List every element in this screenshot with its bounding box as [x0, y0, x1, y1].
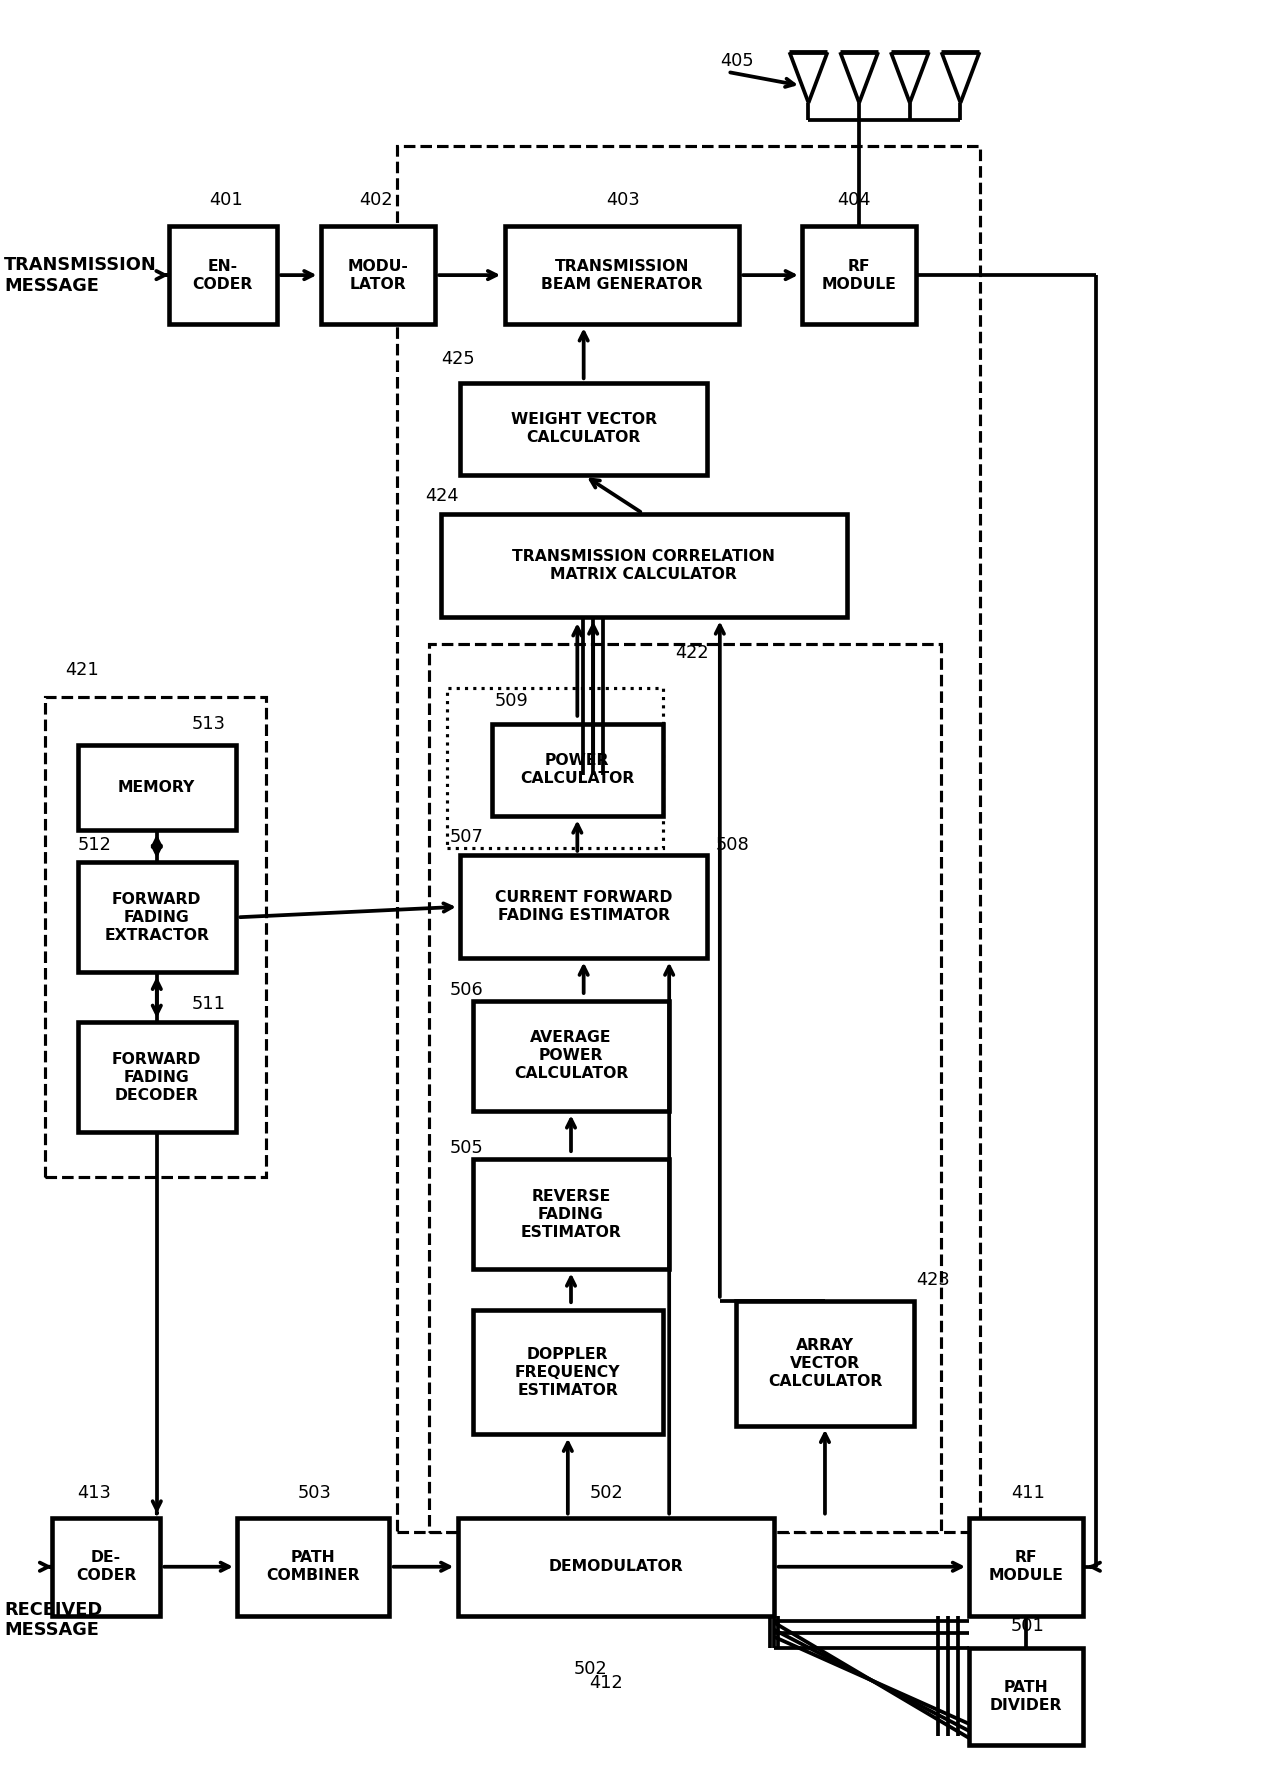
Bar [802, 227, 917, 323]
Text: 412: 412 [589, 1674, 623, 1692]
Bar [969, 1648, 1084, 1746]
Text: DOPPLER
FREQUENCY
ESTIMATOR: DOPPLER FREQUENCY ESTIMATOR [515, 1346, 621, 1398]
Text: 505: 505 [450, 1139, 483, 1157]
Text: RF
MODULE: RF MODULE [989, 1549, 1063, 1583]
Text: 501: 501 [1011, 1617, 1046, 1635]
Bar [460, 855, 708, 959]
Bar [492, 723, 663, 816]
Text: 411: 411 [1011, 1483, 1046, 1501]
Bar [237, 1517, 389, 1615]
Bar [78, 744, 236, 830]
Text: 401: 401 [209, 191, 244, 209]
Bar [428, 644, 941, 1532]
Bar [78, 1023, 236, 1132]
Text: RF
MODULE: RF MODULE [821, 259, 896, 291]
Text: RECEIVED
MESSAGE: RECEIVED MESSAGE [4, 1601, 102, 1639]
Text: 508: 508 [717, 835, 750, 853]
Text: 513: 513 [191, 714, 226, 732]
Text: MODU-
LATOR: MODU- LATOR [347, 259, 408, 291]
Text: WEIGHT VECTOR
CALCULATOR: WEIGHT VECTOR CALCULATOR [510, 412, 657, 444]
Text: 402: 402 [358, 191, 393, 209]
Bar [52, 1517, 159, 1615]
Bar [441, 514, 847, 618]
Text: 506: 506 [450, 982, 483, 1000]
Bar [397, 146, 979, 1532]
Bar [458, 1517, 774, 1615]
Text: 503: 503 [298, 1483, 332, 1501]
Text: DE-
CODER: DE- CODER [76, 1549, 136, 1583]
Text: FORWARD
FADING
EXTRACTOR: FORWARD FADING EXTRACTOR [105, 892, 209, 942]
Text: POWER
CALCULATOR: POWER CALCULATOR [520, 753, 635, 787]
Bar [736, 1301, 914, 1426]
Bar [321, 227, 435, 323]
Text: PATH
COMBINER: PATH COMBINER [266, 1549, 360, 1583]
Bar [448, 689, 663, 848]
Text: 403: 403 [606, 191, 640, 209]
Text: CURRENT FORWARD
FADING ESTIMATOR: CURRENT FORWARD FADING ESTIMATOR [495, 891, 672, 923]
Text: 509: 509 [495, 691, 528, 710]
Text: AVERAGE
POWER
CALCULATOR: AVERAGE POWER CALCULATOR [514, 1030, 629, 1082]
Text: 405: 405 [720, 52, 754, 70]
Bar [78, 862, 236, 973]
Text: 404: 404 [838, 191, 871, 209]
Text: FORWARD
FADING
DECODER: FORWARD FADING DECODER [112, 1051, 201, 1103]
Text: 422: 422 [676, 644, 709, 662]
Text: DEMODULATOR: DEMODULATOR [548, 1560, 683, 1574]
Text: 512: 512 [78, 835, 111, 853]
Text: 425: 425 [441, 350, 474, 368]
Bar [505, 227, 738, 323]
Bar [969, 1517, 1084, 1615]
Text: MEMORY: MEMORY [119, 780, 195, 794]
Text: 421: 421 [65, 662, 98, 680]
Text: 502: 502 [589, 1483, 623, 1501]
Bar [473, 1001, 669, 1110]
Text: 507: 507 [450, 828, 484, 846]
Text: PATH
DIVIDER: PATH DIVIDER [991, 1680, 1062, 1714]
Text: TRANSMISSION
BEAM GENERATOR: TRANSMISSION BEAM GENERATOR [541, 259, 703, 291]
Bar [460, 382, 708, 475]
Bar [168, 227, 277, 323]
Text: EN-
CODER: EN- CODER [193, 259, 252, 291]
Text: TRANSMISSION
MESSAGE: TRANSMISSION MESSAGE [4, 255, 157, 295]
Text: REVERSE
FADING
ESTIMATOR: REVERSE FADING ESTIMATOR [520, 1189, 621, 1239]
Bar [45, 698, 266, 1176]
Text: 424: 424 [425, 487, 458, 505]
Bar [473, 1158, 669, 1269]
Text: 413: 413 [78, 1483, 111, 1501]
Text: ARRAY
VECTOR
CALCULATOR: ARRAY VECTOR CALCULATOR [768, 1337, 882, 1389]
Bar [473, 1310, 663, 1435]
Text: 511: 511 [191, 996, 226, 1014]
Text: 502: 502 [574, 1660, 607, 1678]
Text: TRANSMISSION CORRELATION
MATRIX CALCULATOR: TRANSMISSION CORRELATION MATRIX CALCULAT… [513, 550, 775, 582]
Text: 423: 423 [917, 1271, 950, 1289]
